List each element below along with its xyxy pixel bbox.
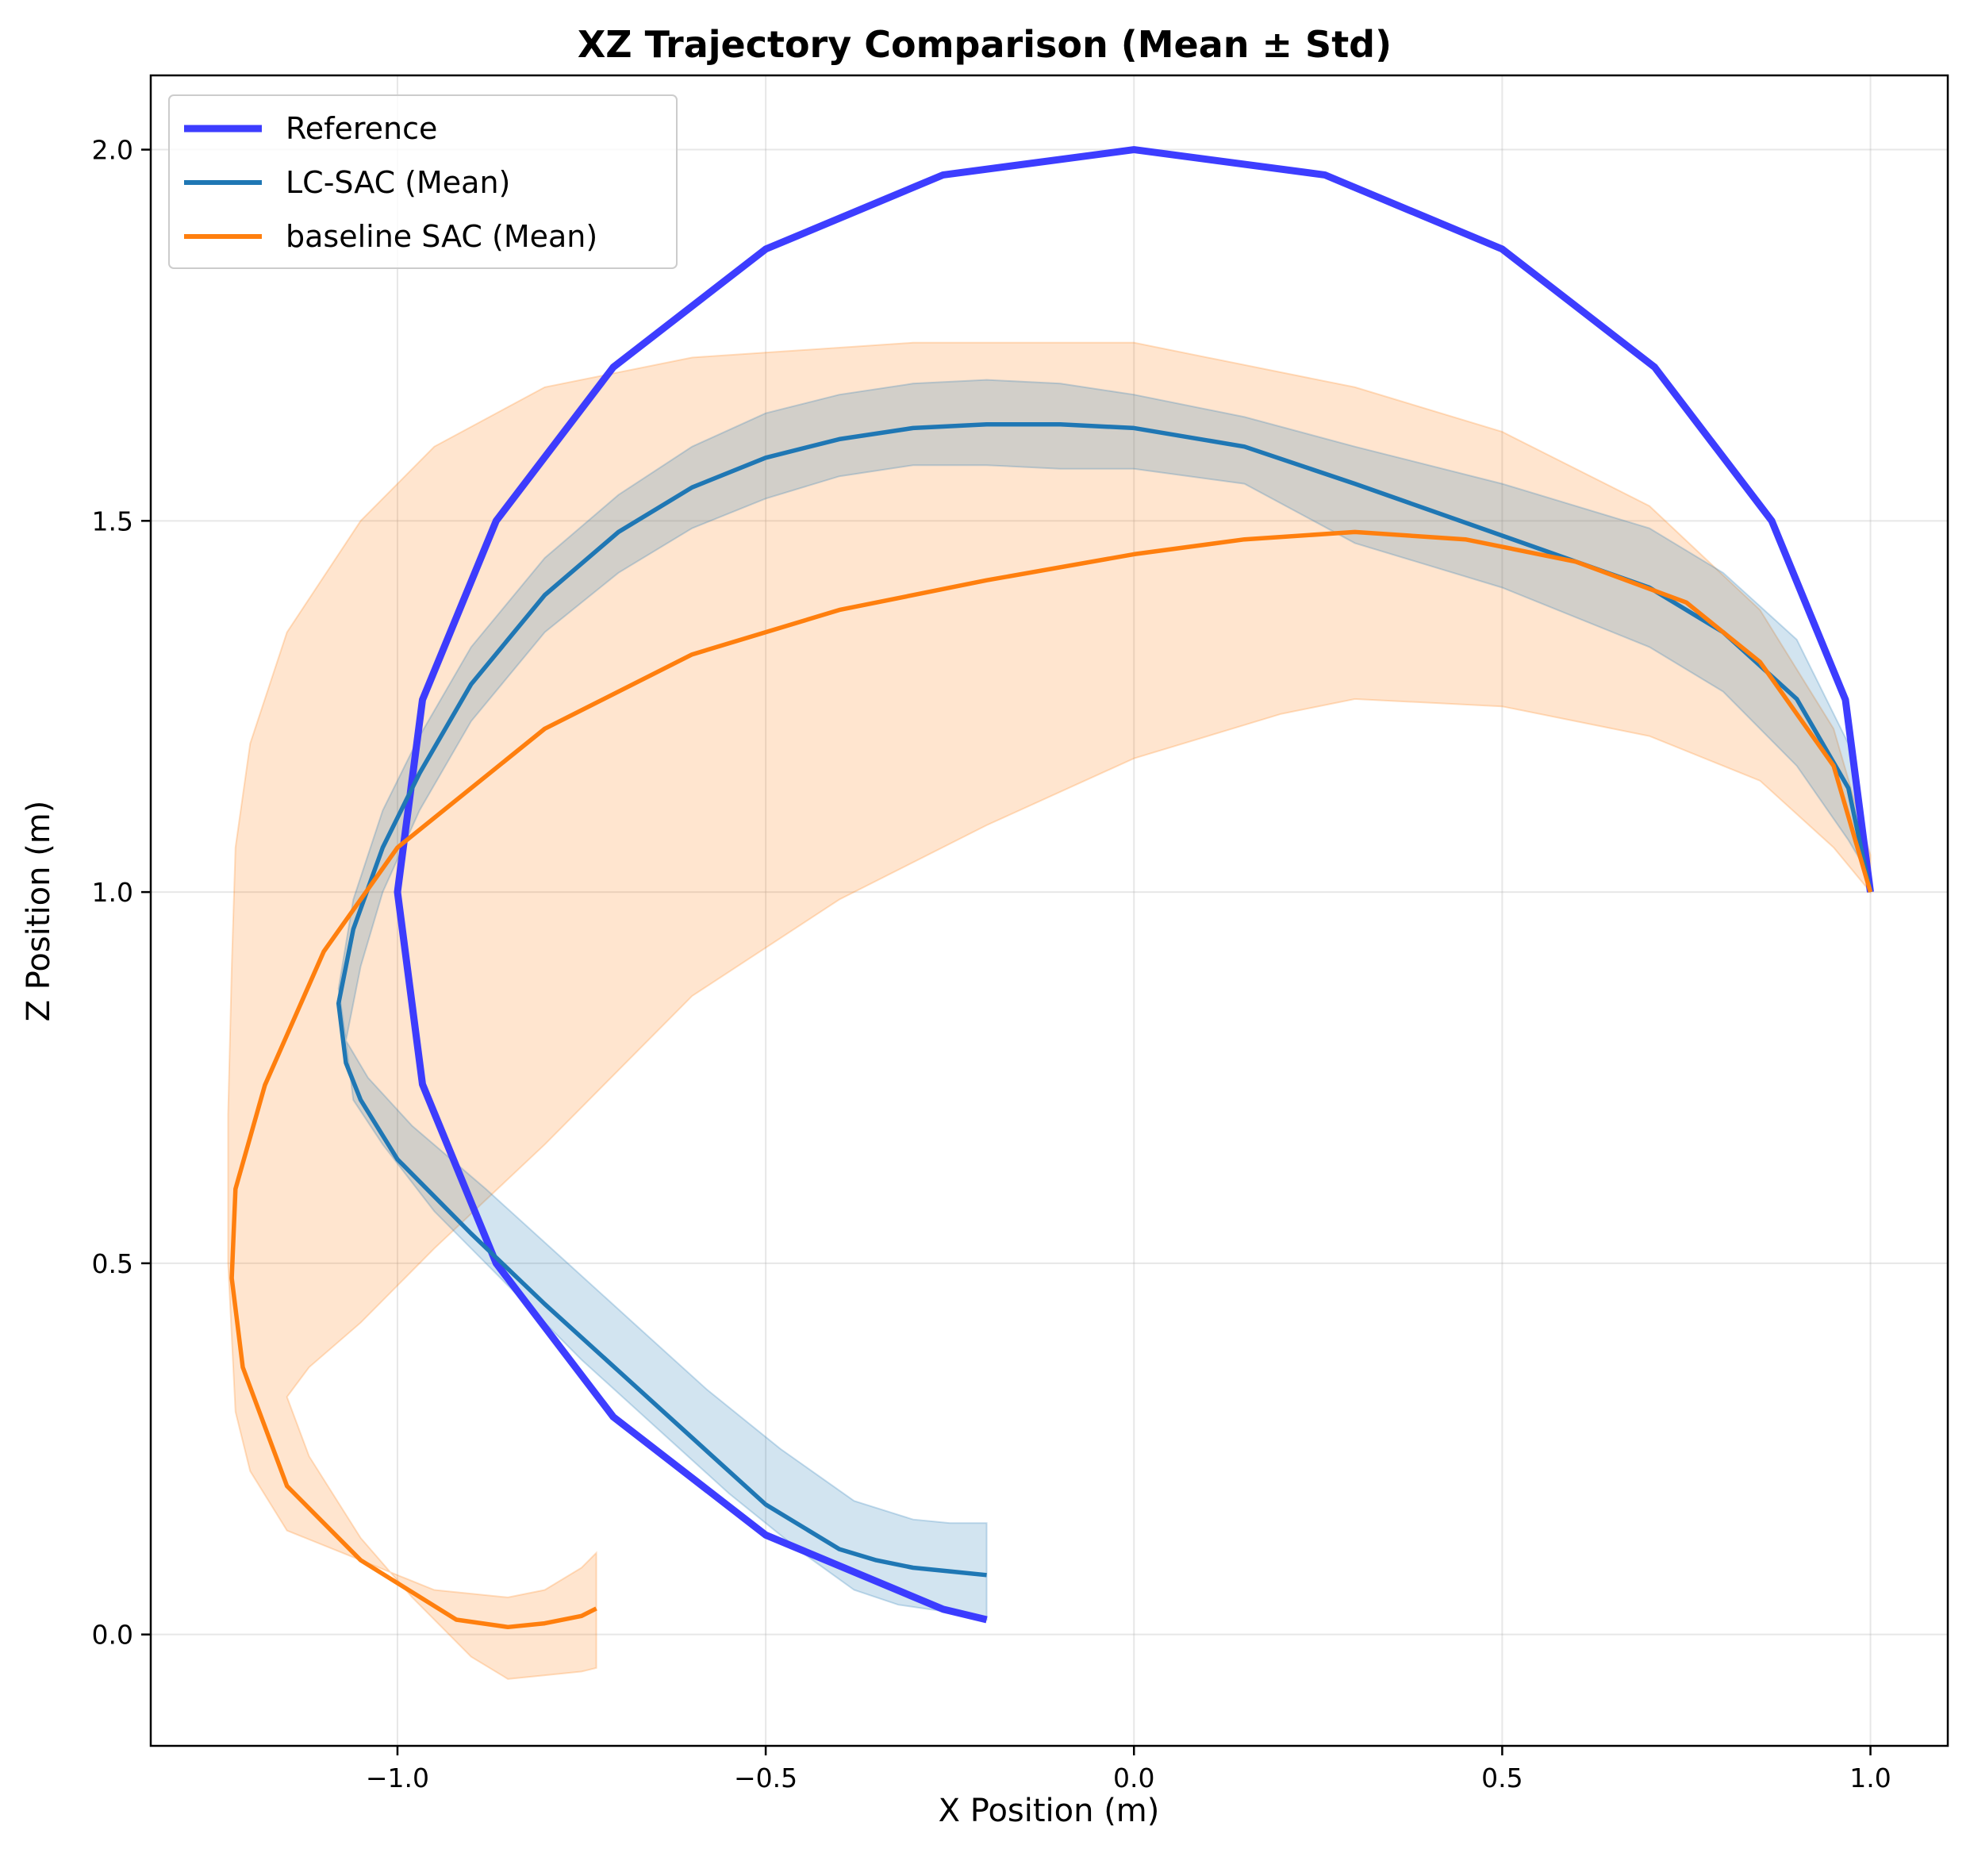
plot-frame — [149, 74, 1949, 1747]
x-tick-label: 1.0 — [1849, 1763, 1891, 1793]
x-tick-label: −1.0 — [366, 1763, 429, 1793]
x-axis-ticks: −1.0 −0.5 0.0 0.5 1.0 — [366, 1746, 1891, 1793]
y-axis-label: Z Position (m) — [21, 801, 57, 1022]
series-line-baseline-sac-mean — [229, 529, 1873, 1630]
chart-title: XZ Trajectory Comparison (Mean ± Std) — [578, 23, 1392, 66]
y-tick-label: 1.0 — [92, 877, 133, 908]
series-lines — [229, 146, 1874, 1630]
std-band-baseline-sac-mean — [227, 341, 1872, 1680]
y-axis-ticks: 0.0 0.5 1.0 1.5 2.0 — [92, 135, 151, 1651]
x-axis-label: X Position (m) — [939, 1793, 1160, 1829]
y-tick-label: 0.0 — [92, 1620, 133, 1651]
x-tick-label: 0.5 — [1481, 1763, 1523, 1793]
y-tick-label: 1.5 — [92, 506, 133, 536]
x-tick-label: −0.5 — [734, 1763, 797, 1793]
legend-label-baseline-sac: baseline SAC (Mean) — [286, 219, 597, 254]
legend-label-reference: Reference — [286, 111, 437, 146]
gridlines — [151, 75, 1948, 1746]
legend-label-lc-sac: LC-SAC (Mean) — [286, 165, 510, 200]
series-line-reference — [394, 146, 1874, 1624]
y-tick-label: 2.0 — [92, 135, 133, 166]
y-tick-label: 0.5 — [92, 1248, 133, 1279]
legend: Reference LC-SAC (Mean) baseline SAC (Me… — [168, 94, 678, 269]
series-line-lc-sac-mean — [336, 421, 1873, 1578]
x-tick-label: 0.0 — [1113, 1763, 1154, 1793]
legend-box — [168, 94, 678, 269]
